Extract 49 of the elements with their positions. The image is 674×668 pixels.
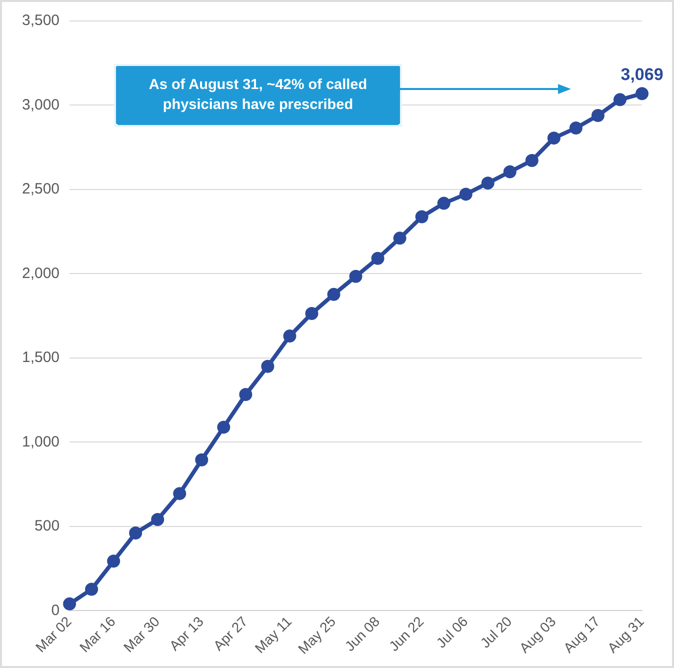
point xyxy=(636,87,648,100)
point xyxy=(327,288,340,301)
point xyxy=(613,93,626,106)
point xyxy=(305,306,318,320)
point xyxy=(393,232,406,245)
y-tick-label: 3,500 xyxy=(22,12,60,30)
x-tick-label: Jul 06 xyxy=(432,612,471,651)
y-tick-label: 0 xyxy=(51,602,60,619)
x-tick-label: Aug 17 xyxy=(560,612,603,656)
point xyxy=(107,554,120,568)
x-tick-label: Jun 08 xyxy=(342,612,383,654)
point xyxy=(261,360,274,373)
point xyxy=(591,109,604,122)
point xyxy=(85,582,98,596)
point xyxy=(63,597,76,610)
y-tick-label: 3,000 xyxy=(22,96,60,114)
point xyxy=(569,121,582,134)
point xyxy=(349,270,362,283)
point xyxy=(151,513,164,526)
x-tick-label: May 25 xyxy=(294,612,339,657)
x-tick-label: Apr 27 xyxy=(210,612,251,654)
x-tick-label: Apr 13 xyxy=(166,612,207,654)
point xyxy=(503,165,516,178)
y-tick-label: 500 xyxy=(34,518,60,535)
point xyxy=(415,210,428,224)
x-tick-label: Mar 30 xyxy=(120,612,163,656)
point xyxy=(217,420,230,434)
y-tick-label: 2,500 xyxy=(22,180,60,198)
y-tick-label: 2,000 xyxy=(22,264,60,282)
point xyxy=(525,154,538,167)
x-tick-label: Mar 16 xyxy=(76,612,119,656)
point xyxy=(437,196,450,210)
point xyxy=(371,252,384,265)
point xyxy=(195,453,208,466)
x-tick-label: Aug 03 xyxy=(516,612,559,656)
x-tick-label: May 11 xyxy=(252,612,295,656)
point xyxy=(481,176,494,190)
point xyxy=(239,388,252,402)
x-tick-label: Aug 31 xyxy=(604,612,647,656)
y-tick-label: 1,500 xyxy=(22,349,60,366)
point xyxy=(283,330,296,343)
x-tick-label: Jun 22 xyxy=(386,612,427,654)
point xyxy=(129,526,142,540)
point xyxy=(547,132,560,145)
y-tick-label: 1,000 xyxy=(22,433,60,450)
data-label: 3,069 xyxy=(620,64,664,84)
x-tick-label: Jul 20 xyxy=(477,612,515,651)
point xyxy=(459,188,472,201)
point xyxy=(173,487,186,500)
